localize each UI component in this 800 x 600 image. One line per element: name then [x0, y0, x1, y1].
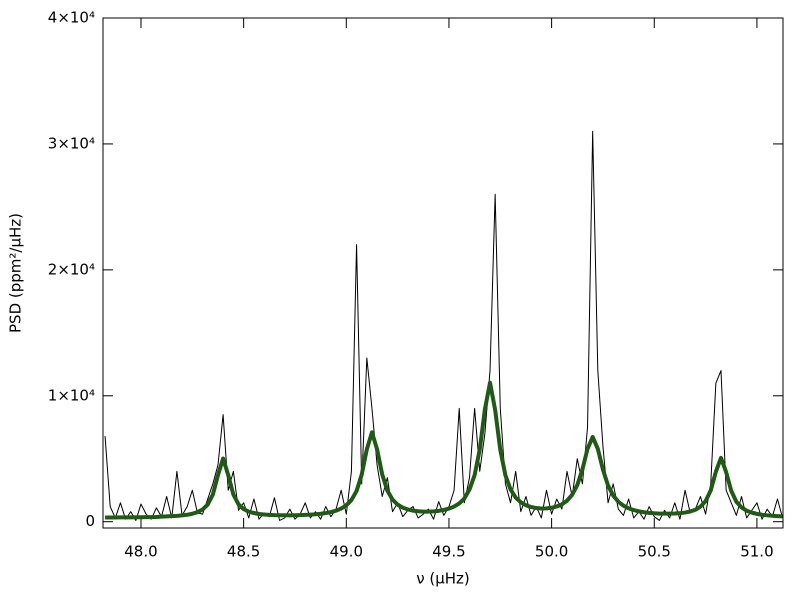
y-tick-label: 3×10⁴	[48, 134, 95, 152]
y-tick-label: 0	[85, 512, 95, 530]
plot-frame	[102, 17, 784, 529]
x-tick-label: 50.0	[535, 543, 568, 561]
x-axis-label: ν (μHz)	[416, 570, 470, 588]
x-tick-label: 49.5	[432, 543, 465, 561]
psd-line	[104, 130, 784, 521]
y-axis-label: PSD (ppm²/μHz)	[7, 213, 25, 333]
y-tick-label: 4×10⁴	[48, 9, 95, 27]
x-tick-label: 48.0	[124, 543, 157, 561]
x-tick-label: 50.5	[638, 543, 671, 561]
x-tick-label: 48.5	[227, 543, 260, 561]
y-tick-label: 1×10⁴	[48, 386, 95, 404]
fit-line	[105, 380, 783, 520]
y-tick-label: 2×10⁴	[48, 260, 95, 278]
x-tick-label: 49.0	[330, 543, 363, 561]
x-tick-label: 51.0	[740, 543, 773, 561]
